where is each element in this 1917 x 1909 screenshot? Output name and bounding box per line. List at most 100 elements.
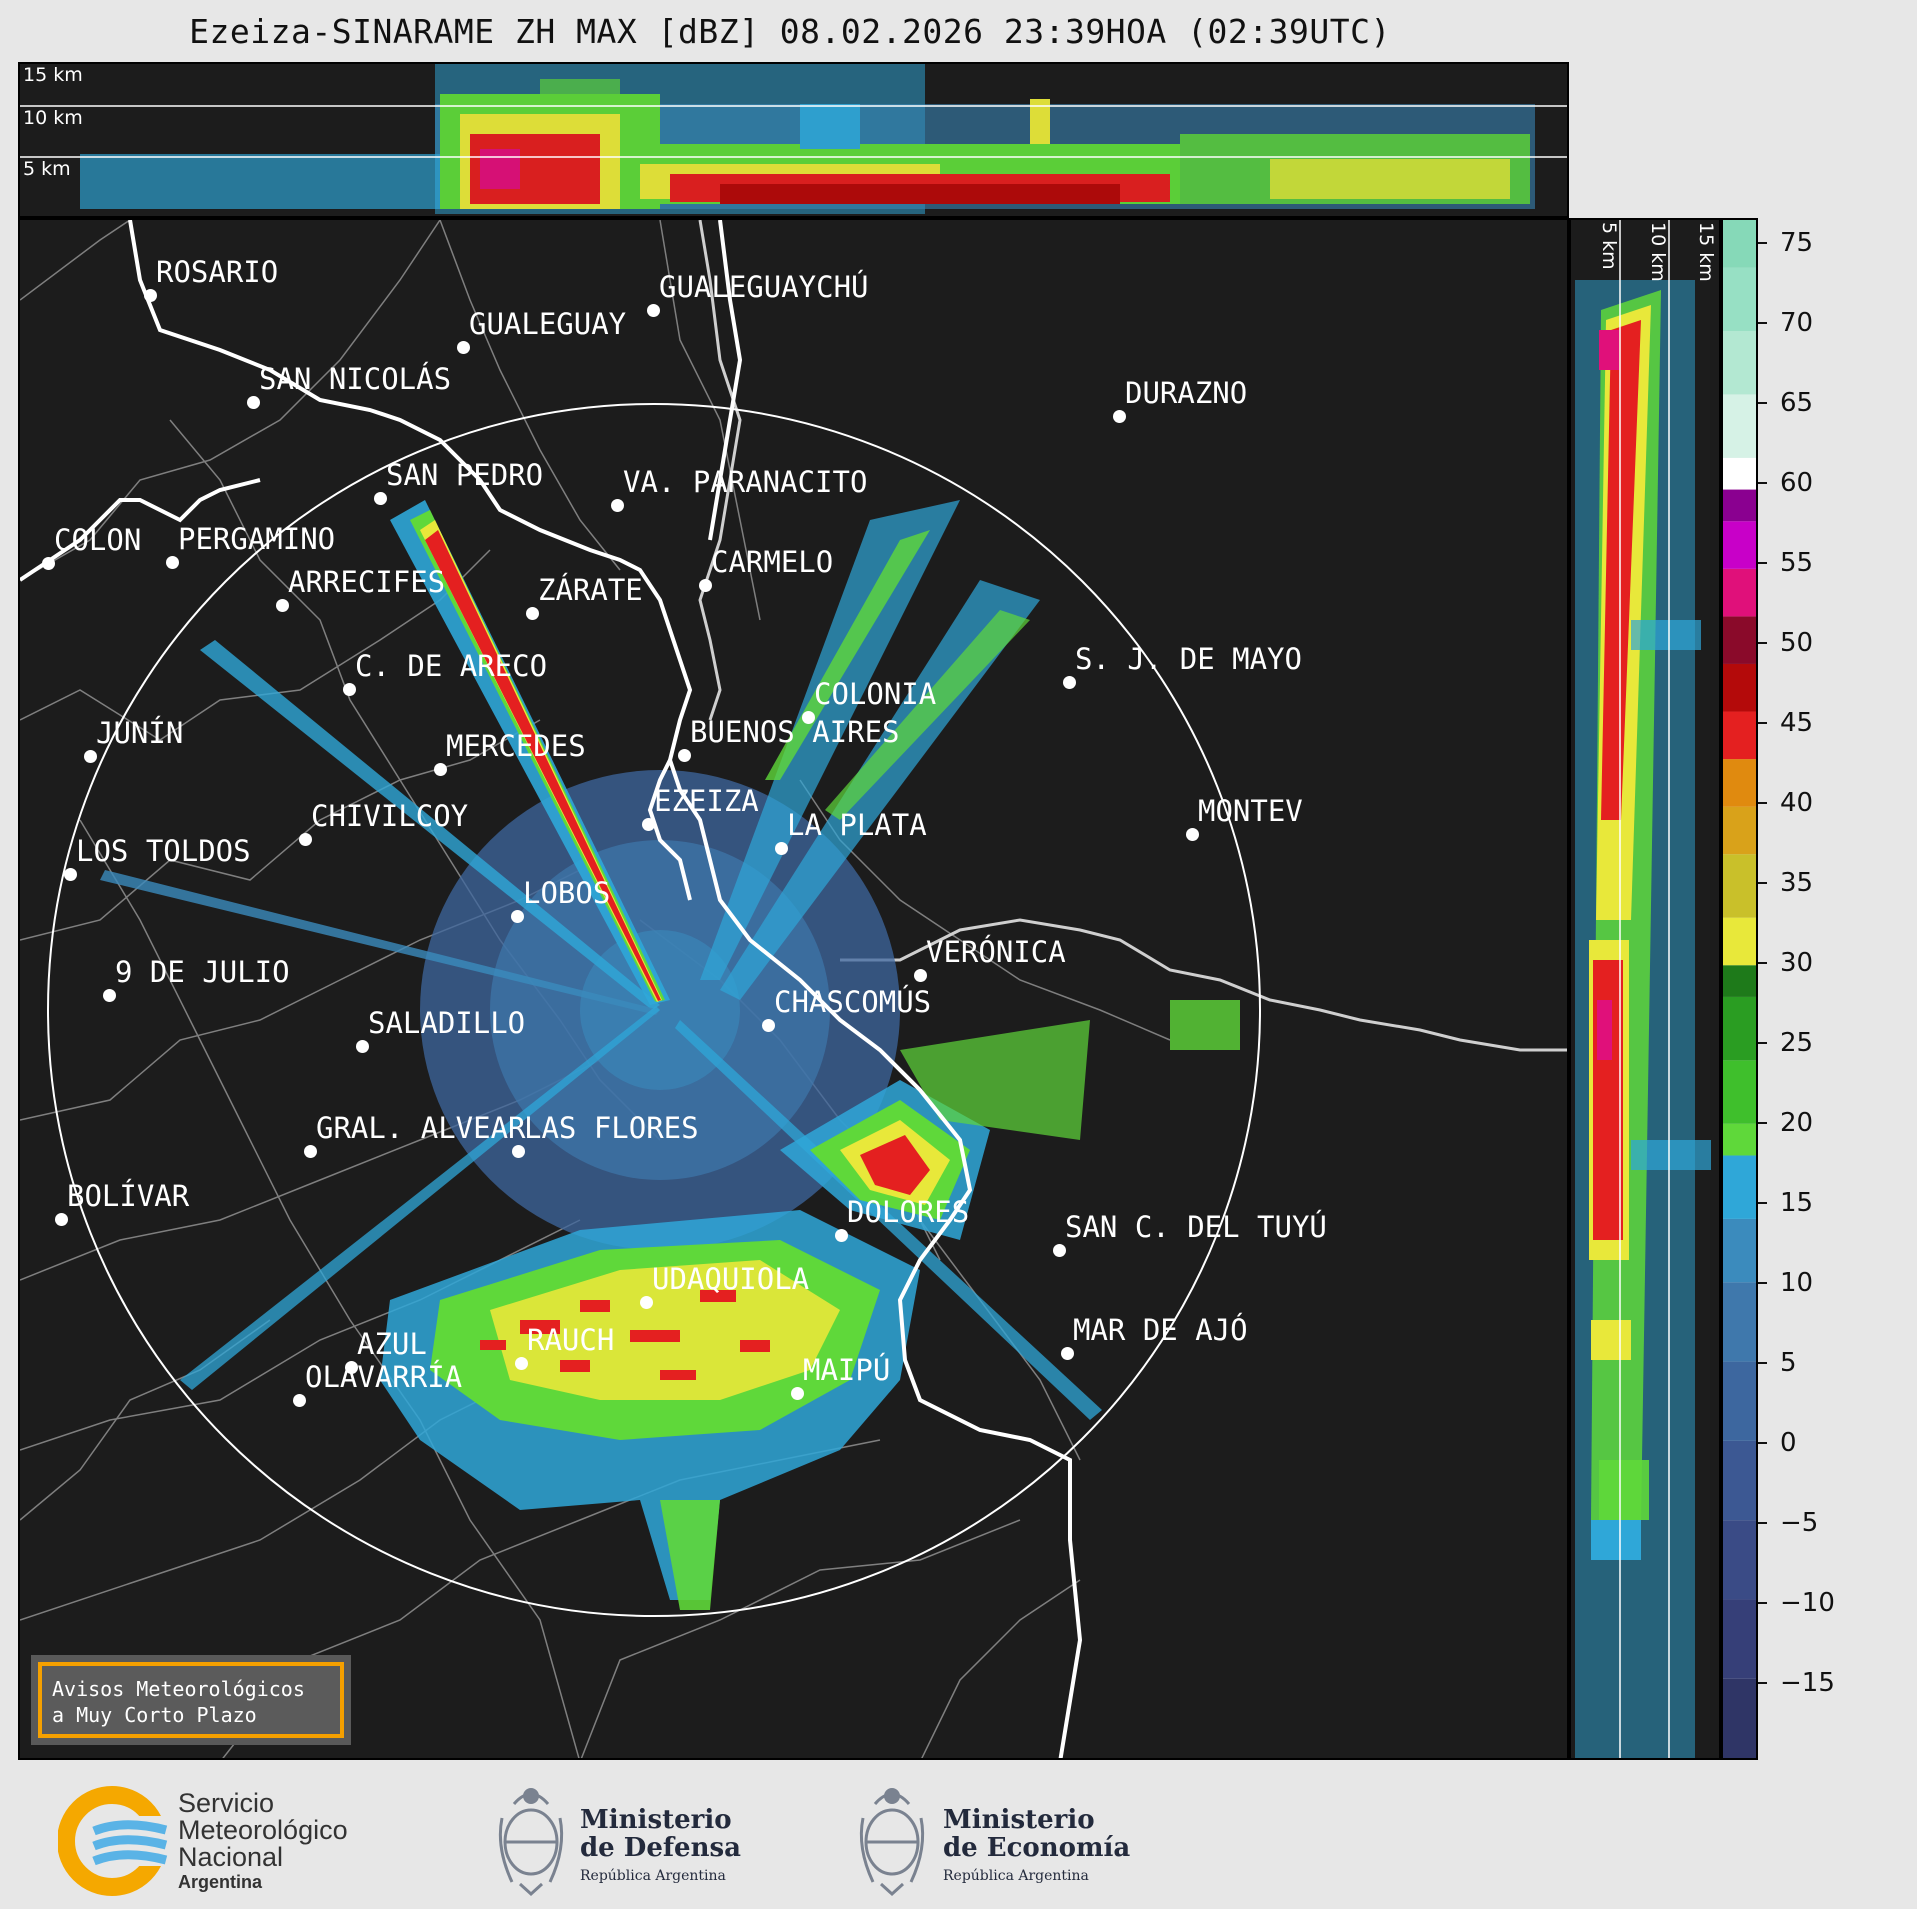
colorbar-band — [1723, 489, 1756, 522]
economia-line-2: de Economía — [943, 1833, 1131, 1863]
city-label: PERGAMINO — [178, 522, 336, 556]
top-height-profile-panel: 15 km 10 km 5 km — [18, 62, 1569, 218]
tick-mark — [1758, 1442, 1767, 1444]
city-label: COLONIA — [814, 677, 937, 711]
defensa-line-1: Ministerio — [580, 1805, 732, 1835]
city-label: LOS TOLDOS — [76, 834, 251, 868]
tick-label: −10 — [1780, 1588, 1835, 1618]
city-label: SAN PEDRO — [386, 458, 544, 492]
city-label: VA. PARANACITO — [623, 465, 868, 499]
tick-mark — [1758, 1282, 1767, 1284]
colorbar-band — [1723, 394, 1756, 458]
colorbar-band — [1723, 568, 1756, 617]
tick-label: 5 — [1780, 1348, 1797, 1378]
colorbar-band — [1723, 1282, 1756, 1362]
colorbar-band — [1723, 965, 1756, 997]
city-marker: COLON — [42, 523, 141, 570]
tick-mark — [1758, 962, 1767, 964]
city-label: ROSARIO — [156, 255, 279, 289]
height-label-5km: 5 km — [1598, 222, 1620, 270]
smn-logo[interactable]: Servicio Meteorológico Nacional Argentin… — [58, 1786, 398, 1896]
city-label: GUALEGUAY — [469, 307, 627, 341]
city-marker: GUALEGUAYCHÚ — [647, 270, 869, 317]
colorbar-band — [1723, 1678, 1756, 1758]
city-marker: DOLORES — [835, 1195, 969, 1242]
defensa-line-2: de Defensa — [580, 1833, 741, 1863]
colorbar-band — [1723, 1520, 1756, 1600]
colorbar-band — [1723, 1218, 1756, 1283]
tick-label: 30 — [1780, 948, 1814, 978]
economia-logo[interactable]: Ministerio de Economía República Argenti… — [855, 1778, 1145, 1903]
city-label: BOLÍVAR — [67, 1179, 190, 1213]
tick-mark — [1758, 1122, 1767, 1124]
radar-echoes — [100, 500, 1240, 1610]
tick-label: 75 — [1780, 228, 1814, 258]
tick-label: −15 — [1780, 1668, 1835, 1698]
city-marker: VA. PARANACITO — [611, 465, 867, 512]
city-marker: SALADILLO — [356, 1006, 525, 1053]
smn-emblem-icon — [58, 1786, 168, 1896]
city-marker: C. DE ARECO — [343, 649, 547, 696]
city-label: 9 DE JULIO — [115, 955, 290, 989]
colorbar-band — [1723, 521, 1756, 569]
smn-line-4: Argentina — [178, 1872, 263, 1892]
city-marker: UDAQUIOLA — [640, 1262, 809, 1309]
city-marker: RAUCH — [515, 1323, 614, 1370]
city-label: CHIVILCOY — [311, 799, 469, 833]
economia-line-3: República Argentina — [943, 1868, 1089, 1884]
radar-map[interactable]: ROSARIO GUALEGUAYCHÚ GUALEGUAY SAN NICOL… — [18, 218, 1569, 1760]
city-label: GRAL. ALVEAR — [316, 1111, 526, 1145]
colorbar-band — [1723, 330, 1756, 395]
city-marker: COLONIA — [802, 677, 936, 724]
economia-line-1: Ministerio — [943, 1805, 1095, 1835]
range-ring — [47, 403, 1261, 1617]
city-marker: MAIPÚ — [791, 1353, 890, 1400]
colorbar-bands — [1723, 220, 1756, 1758]
city-label: SAN NICOLÁS — [259, 362, 452, 396]
tick-mark — [1758, 322, 1767, 324]
tick-label: 35 — [1780, 868, 1814, 898]
city-label: ARRECIFES — [288, 565, 446, 599]
city-marker: BUENOS AIRES — [678, 715, 900, 762]
city-marker: BOLÍVAR — [55, 1179, 189, 1226]
colorbar-band — [1723, 457, 1756, 490]
city-label: MAR DE AJÓ — [1073, 1313, 1248, 1347]
tick-label: 55 — [1780, 548, 1814, 578]
colorbar-band — [1723, 616, 1756, 664]
city-marker: MAR DE AJÓ — [1061, 1313, 1248, 1360]
city-label: LA PLATA — [787, 808, 927, 842]
map-title: Ezeiza-SINARAME ZH MAX [dBZ] 08.02.2026 … — [189, 12, 1391, 51]
uruguay-coast — [698, 220, 1567, 1052]
side-profile-echoes — [1575, 220, 1711, 1758]
notice-line-1: Avisos Meteorológicos — [52, 1677, 305, 1701]
city-label: SALADILLO — [368, 1006, 526, 1040]
city-label: UDAQUIOLA — [652, 1262, 810, 1296]
colorbar-band — [1723, 806, 1756, 855]
tick-label: 0 — [1780, 1428, 1797, 1458]
tick-label: 60 — [1780, 468, 1814, 498]
tick-label: 50 — [1780, 628, 1814, 658]
city-marker: LA PLATA — [775, 808, 927, 855]
tick-mark — [1758, 1202, 1767, 1204]
city-label: RAUCH — [527, 1323, 615, 1357]
smn-line-3: Nacional — [178, 1842, 284, 1872]
side-height-profile-panel: 5 km 10 km 15 km — [1569, 218, 1721, 1760]
tick-mark — [1758, 1042, 1767, 1044]
height-label-15km: 15 km — [1695, 222, 1717, 282]
city-label: AZUL — [357, 1327, 427, 1361]
colorbar-band — [1723, 1123, 1756, 1156]
city-marker: LAS FLORES — [512, 1111, 699, 1158]
nowcast-warnings-button[interactable]: Avisos Meteorológicos a Muy Corto Plazo — [31, 1655, 351, 1745]
colorbar-band — [1723, 1440, 1756, 1521]
defensa-logo[interactable]: Ministerio de Defensa República Argentin… — [494, 1778, 764, 1903]
footer: Servicio Meteorológico Nacional Argentin… — [0, 1760, 1917, 1909]
tick-label: 40 — [1780, 788, 1814, 818]
tick-mark — [1758, 802, 1767, 804]
tick-mark — [1758, 402, 1767, 404]
height-label-5km: 5 km — [23, 158, 71, 180]
city-label: S. J. DE MAYO — [1075, 642, 1302, 676]
tick-label: 65 — [1780, 388, 1814, 418]
tick-mark — [1758, 1362, 1767, 1364]
city-label: EZEIZA — [654, 784, 759, 818]
city-marker: JUNÍN — [84, 716, 183, 763]
